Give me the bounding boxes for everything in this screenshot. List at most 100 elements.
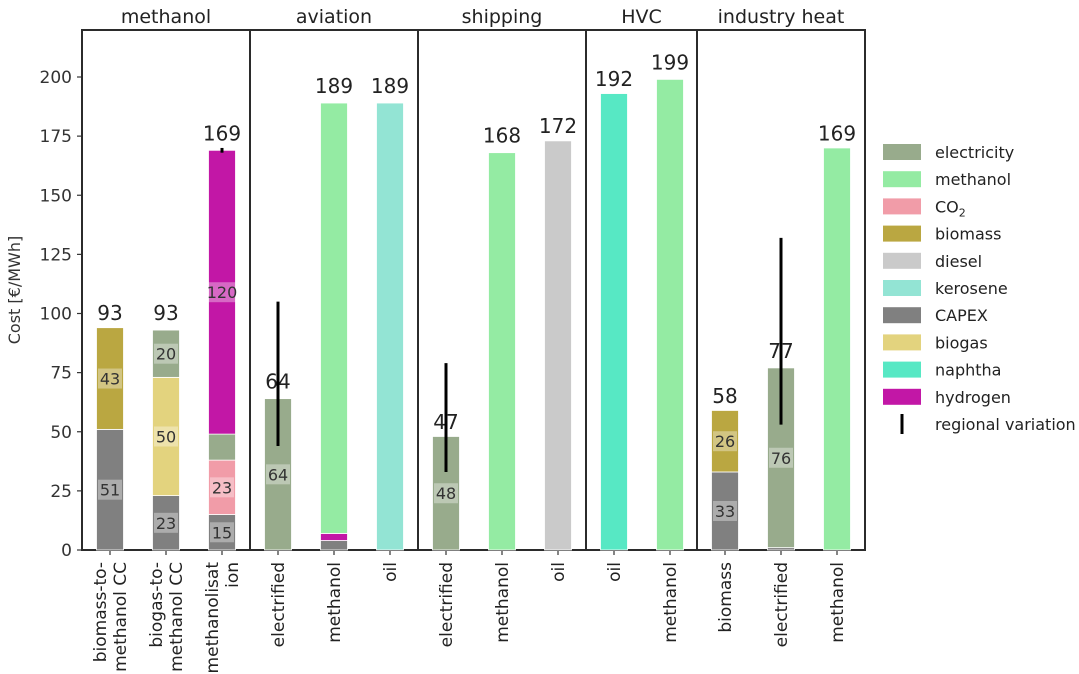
legend-label: CAPEX	[935, 306, 988, 325]
y-tick-label: 125	[40, 245, 72, 265]
segment-label-bg	[210, 522, 234, 543]
bar-segment-capex	[711, 471, 739, 551]
y-tick-label: 0	[61, 541, 72, 561]
segment-label: 43	[100, 370, 120, 389]
segment-label: 51	[100, 481, 120, 500]
x-category-label: methanol	[325, 562, 345, 643]
bar-total-label: 172	[539, 114, 577, 138]
legend-label: methanol	[935, 170, 1011, 189]
legend-label: hydrogen	[935, 388, 1011, 407]
segment-label: 20	[156, 345, 176, 364]
segment-label-bg	[266, 464, 290, 485]
panel-title: shipping	[462, 6, 543, 28]
bar-segment-methanol	[656, 78, 684, 551]
bar-segment-diesel	[544, 140, 572, 551]
segment-label: 15	[212, 523, 232, 542]
segment-label-bg	[769, 447, 793, 468]
bar-total-label: 93	[153, 301, 178, 325]
legend-label: biogas	[935, 333, 988, 352]
bar-segment-hydrogen	[208, 149, 236, 435]
panel-title: methanol	[121, 6, 211, 28]
legend: electricity methanol CO2 biomass diesel keros…	[883, 143, 1076, 434]
x-category-label: methanol CC	[167, 562, 187, 672]
x-category-label: methanol CC	[111, 562, 131, 672]
y-tick-label: 175	[40, 127, 72, 147]
segment-label-bg	[154, 426, 178, 447]
x-category-label: methanolisat	[203, 562, 223, 674]
x-category-label: methanol	[828, 562, 848, 643]
bar-segment-methanol	[823, 147, 851, 551]
legend-swatch-biogas	[883, 334, 921, 351]
bar-segment-kerosene	[376, 102, 404, 551]
legend-swatch-electricity	[883, 144, 921, 160]
panel-title: aviation	[296, 6, 372, 28]
legend-label: biomass	[935, 225, 1001, 244]
bars-layer	[96, 78, 851, 551]
bar-total-label: 199	[651, 50, 689, 74]
legend-swatch-diesel	[883, 252, 921, 269]
y-tick-label: 100	[40, 305, 72, 325]
y-tick-label: 25	[50, 482, 72, 502]
segment-label-bg	[205, 282, 239, 303]
x-category-label: electrified	[772, 562, 792, 647]
legend-swatch-kerosene	[883, 280, 921, 296]
segment-label: 120	[207, 283, 238, 302]
legend-swatch-biomass	[883, 225, 921, 242]
segment-label-bg	[713, 500, 737, 521]
bar-segment-methanol	[320, 102, 348, 534]
segment-label-bg	[98, 479, 122, 500]
bar-segment-capex	[96, 428, 124, 551]
x-category-label: methanol	[661, 562, 681, 643]
bar-segment-hydrogen	[320, 533, 348, 541]
bar-total-label: 189	[315, 74, 353, 98]
legend-swatch-methanol	[883, 171, 921, 188]
segment-label-bg	[434, 483, 458, 504]
segment-label: 48	[436, 484, 456, 503]
segment-label: 50	[156, 427, 176, 446]
legend-swatch-capex	[883, 307, 921, 324]
panel-title: HVC	[621, 6, 662, 28]
bar-segment-co2	[208, 459, 236, 515]
bar-segment-capex	[208, 514, 236, 551]
bar-segment-capex	[152, 495, 180, 551]
bar-segment-methanol	[488, 152, 516, 551]
bar-total-label: 189	[371, 74, 409, 98]
legend-label: electricity	[935, 143, 1014, 162]
bar-segment-biomass	[96, 327, 124, 430]
segment-label: 23	[212, 478, 232, 497]
y-tick-label: 200	[40, 68, 72, 88]
x-category-label: biogas-to-	[147, 562, 167, 648]
bar-total-label: 168	[483, 124, 521, 148]
legend-swatch-naphtha	[883, 361, 921, 378]
segment-label-bg	[98, 368, 122, 389]
bar-segment-naphtha	[600, 93, 628, 551]
y-tick-label: 75	[50, 364, 72, 384]
y-tick-label: 50	[50, 423, 72, 443]
legend-label-subscript: 2	[959, 206, 966, 219]
legend-label: diesel	[935, 252, 982, 271]
legend-swatch-hydrogen	[883, 388, 921, 405]
labels-layer: methanol 51 43 93 biomass-to-methanol CC 23 50…	[91, 6, 856, 673]
x-category-label: electrified	[269, 562, 289, 647]
bar-total-label: 169	[203, 121, 241, 145]
x-category-label: oil	[381, 562, 401, 582]
segment-label-bg	[210, 477, 234, 498]
segment-label: 76	[771, 449, 791, 468]
bar-total-label: 93	[97, 301, 122, 325]
segment-label: 64	[268, 465, 288, 484]
segment-label-bg	[154, 343, 178, 364]
x-category-label: ion	[223, 562, 243, 588]
bar-total-label: 58	[712, 384, 737, 408]
x-category-label: biomass	[716, 562, 736, 633]
legend-label: regional variation	[935, 415, 1076, 434]
bar-segment-biomass	[711, 410, 739, 473]
bar-segment-capex	[320, 540, 348, 551]
segment-label-bg	[713, 431, 737, 452]
x-category-label: biomass-to-	[91, 562, 111, 662]
bar-total-label: 192	[595, 67, 633, 91]
legend-label: naphtha	[935, 361, 1001, 380]
panel-title: industry heat	[718, 6, 845, 28]
bar-segment-electricity	[152, 329, 180, 378]
segment-label: 33	[715, 502, 735, 521]
